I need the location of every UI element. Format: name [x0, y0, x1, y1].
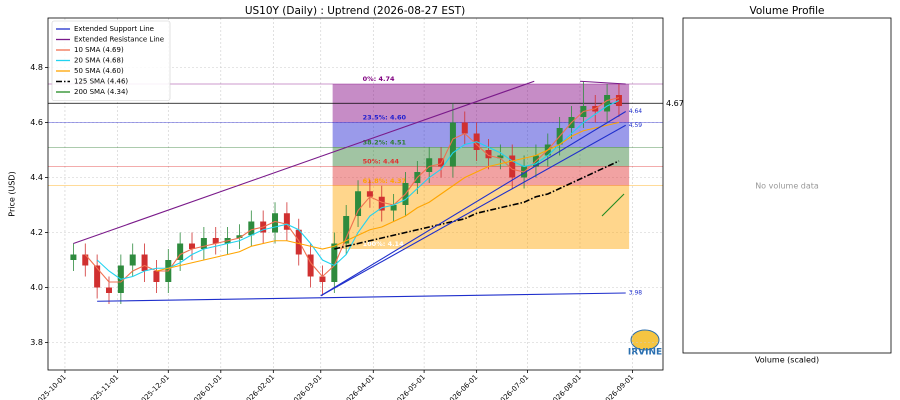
legend-label: Extended Support Line: [74, 25, 154, 33]
candle-body: [94, 265, 101, 288]
candle-body: [177, 243, 184, 260]
candle-body: [141, 254, 148, 271]
logo: IRVINE: [628, 329, 662, 358]
fib-level-label: 100%: 4.14: [363, 240, 404, 248]
y-tick-label: 4.2: [30, 228, 43, 237]
chart-title: US10Y (Daily) : Uptrend (2026-08-27 EST): [245, 5, 465, 17]
candle-body: [343, 216, 350, 244]
candle-body: [438, 158, 445, 167]
x-tick-label: 2026-08-01: [548, 373, 582, 400]
candle-body: [378, 196, 385, 211]
candle-body: [307, 254, 314, 277]
x-tick-label: 2026-01-01: [189, 373, 223, 400]
candle-body: [319, 276, 326, 282]
legend-label: 10 SMA (4.69): [74, 46, 124, 54]
fib-level-label: 50%: 4.44: [363, 158, 400, 166]
trend-label: 4.64: [629, 108, 643, 115]
y-tick-label: 4.6: [30, 118, 43, 127]
candle-body: [604, 95, 611, 112]
sma-line: [84, 97, 620, 283]
candle-body: [295, 229, 302, 255]
fib-level-label: 0%: 4.74: [363, 75, 395, 83]
x-tick-label: 2026-02-01: [242, 373, 276, 400]
candle-body: [236, 235, 243, 238]
sma-line: [96, 100, 620, 280]
x-tick-label: 2025-11-01: [86, 373, 120, 400]
sma-line: [334, 160, 620, 250]
candle-body: [248, 221, 255, 236]
volume-message: No volume data: [755, 182, 819, 191]
x-tick-label: 2026-05-01: [393, 373, 427, 400]
fib-level-label: 38.2%: 4.51: [363, 138, 407, 146]
y-tick-label: 4.0: [30, 283, 43, 292]
candle-body: [283, 213, 290, 230]
volume-title: Volume Profile: [749, 5, 824, 17]
legend-box: [51, 20, 171, 101]
candle-body: [449, 122, 456, 167]
candle-body: [509, 155, 516, 178]
y-tick-label: 3.8: [30, 338, 43, 347]
candle-body: [212, 238, 219, 244]
y-tick-label: 4.8: [30, 63, 43, 72]
candle-body: [366, 191, 373, 197]
x-tick-label: 2026-03-01: [289, 373, 323, 400]
legend-label: 200 SMA (4.34): [74, 88, 128, 96]
trend-line: [73, 80, 535, 245]
x-tick-label: 2026-07-01: [496, 373, 530, 400]
candle-body: [461, 122, 468, 134]
x-tick-label: 2026-04-01: [342, 373, 376, 400]
legend-label: 125 SMA (4.46): [74, 78, 128, 86]
fib-level-label: 61.8%: 4.37: [363, 177, 406, 185]
trend-label: 4.59: [629, 122, 643, 129]
level-label: 4.67: [666, 99, 684, 108]
plot: 0%: 4.74 23.5%: 4.60 38.2%: 4.51 50%: 4.44 6…: [48, 18, 663, 370]
candle-body: [426, 158, 433, 172]
trend-line: [320, 111, 627, 297]
candle-body: [355, 191, 362, 216]
candle-body: [497, 155, 504, 159]
legend-label: Extended Resistance Line: [74, 36, 164, 44]
x-tick-label: 2025-12-01: [137, 373, 171, 400]
candle-body: [272, 213, 279, 233]
y-tick-label: 4.4: [30, 173, 43, 182]
trend-line: [97, 292, 626, 302]
x-tick-label: 2025-10-01: [33, 373, 67, 400]
fib-level-label: 23.5%: 4.60: [363, 114, 407, 122]
x-tick-label: 2026-09-01: [601, 373, 635, 400]
legend-label: 20 SMA (4.68): [74, 57, 124, 65]
y-axis-label: Price (USD): [8, 171, 17, 216]
candle-body: [189, 243, 196, 249]
volume-x-label: Volume (scaled): [755, 356, 819, 365]
trend-label: 3.98: [629, 290, 643, 297]
sma-line: [601, 193, 625, 217]
candle-body: [129, 254, 136, 266]
volume-panel: [682, 17, 892, 354]
trend-line: [579, 80, 626, 85]
fib-band: [332, 147, 630, 167]
candle-body: [485, 150, 492, 159]
candle-body: [390, 205, 397, 211]
sma-line: [156, 121, 620, 272]
candle-body: [105, 287, 112, 293]
candle-body: [153, 271, 160, 282]
plot-frame: [47, 17, 664, 371]
candle-body: [82, 254, 89, 266]
logo-text: IRVINE: [628, 348, 662, 358]
candle-body: [70, 254, 77, 260]
trend-line: [320, 124, 626, 297]
legend-label: 50 SMA (4.60): [74, 67, 124, 75]
fib-band: [332, 166, 630, 186]
candle-body: [331, 243, 338, 282]
x-tick-label: 2026-06-01: [445, 373, 479, 400]
candle-body: [200, 238, 207, 249]
